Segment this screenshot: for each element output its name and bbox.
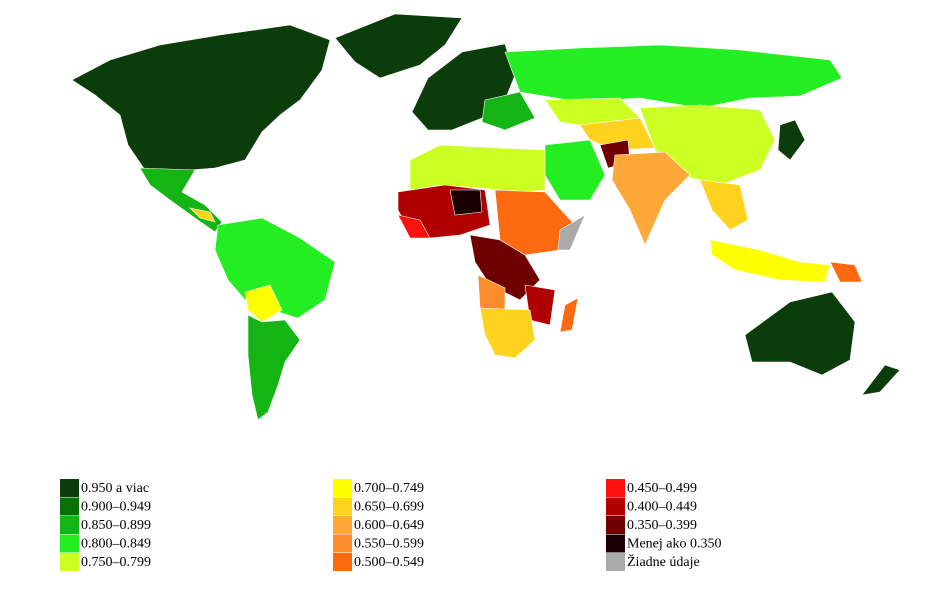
legend-label: 0.850–0.899 [81,518,151,533]
central-asia [579,117,656,151]
central-america [189,207,216,223]
papua [829,261,863,283]
india [611,151,691,246]
east-europe [481,91,536,131]
middle-east [544,139,606,201]
somalia [557,214,586,251]
legend-swatch [333,534,352,553]
mexico [139,167,223,233]
legend-label: 0.900–0.949 [81,500,151,515]
niger [449,189,483,216]
legend-swatch [606,553,625,571]
legend-swatch [60,553,79,571]
guinea-coast [397,214,431,239]
world-map [71,13,901,421]
legend-label: 0.750–0.799 [81,555,151,570]
legend-swatch [60,534,79,553]
southern-cone [247,314,301,421]
legend-label: 0.800–0.849 [81,537,151,552]
legend-swatch [333,553,352,571]
indonesia [709,239,831,283]
legend-swatch [333,516,352,534]
legend-swatch [606,497,625,516]
legend-label: 0.500–0.549 [354,555,424,570]
legend-label: 0.600–0.649 [354,518,424,533]
legend-swatch [606,534,625,553]
legend-label: 0.950 a viac [81,481,149,496]
legend-label: 0.650–0.699 [354,500,424,515]
bolivia [244,284,283,323]
legend-swatch [606,479,625,497]
legend-label: 0.400–0.449 [627,500,697,515]
greenland [334,13,463,79]
legend-swatch [333,497,352,516]
legend-swatch [606,516,625,534]
legend-label: 0.550–0.599 [354,537,424,552]
madagascar [559,297,579,333]
legend-swatch [60,479,79,497]
legend-label: Menej ako 0.350 [627,537,721,552]
legend-label: 0.450–0.499 [627,481,697,496]
southern-africa [479,307,536,359]
legend-label: 0.350–0.399 [627,518,697,533]
new-zealand [861,364,901,396]
mozambique [524,284,556,326]
southeast-asia [699,179,749,231]
legend-swatch [60,516,79,534]
legend-swatch [60,497,79,516]
legend: 0.950 a viac 0.900–0.949 0.850–0.899 0.800–… [60,479,721,571]
legend-label: 0.700–0.749 [354,481,424,496]
australia [744,291,856,376]
japan [777,119,806,161]
north-africa [409,144,546,193]
legend-swatch [333,479,352,497]
legend-label: Žiadne údaje [627,553,700,570]
north-america [71,24,331,183]
russia [504,44,843,109]
